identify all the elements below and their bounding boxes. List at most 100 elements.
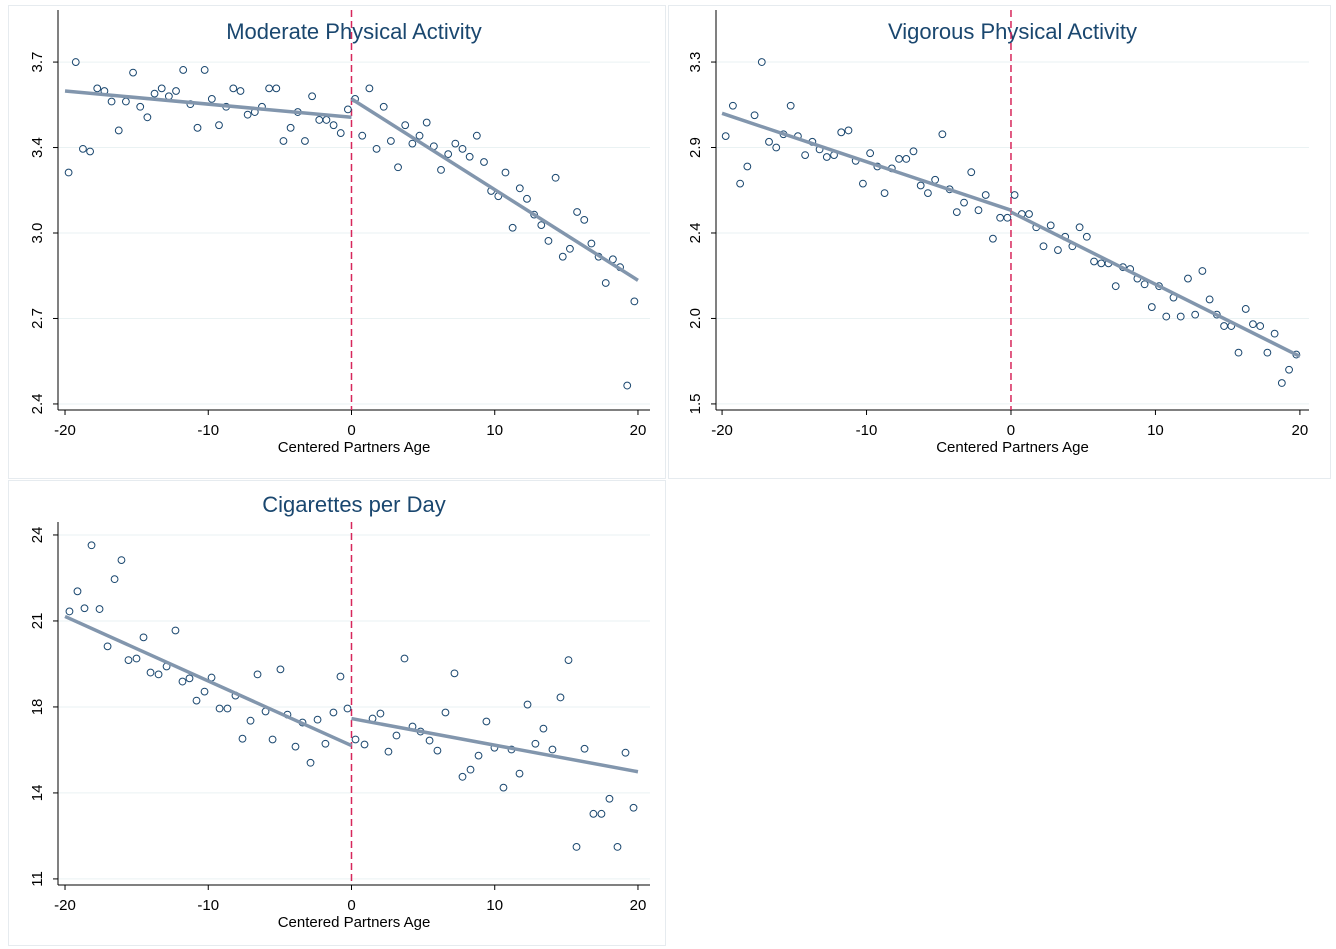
data-point <box>139 633 148 642</box>
data-point <box>172 87 180 95</box>
data-point <box>822 153 831 161</box>
data-point <box>859 179 867 188</box>
data-point <box>566 244 574 253</box>
data-point <box>1263 348 1272 357</box>
x-tick-label: 0 <box>1007 422 1015 439</box>
data-point <box>580 744 589 753</box>
data-point <box>1249 320 1257 329</box>
chart-title: Cigarettes per Day <box>262 492 445 517</box>
data-point <box>736 179 745 188</box>
y-tick-label: 14 <box>29 785 46 802</box>
x-tick-label: 10 <box>486 422 503 439</box>
y-tick-label: 24 <box>29 527 46 544</box>
data-point <box>1162 312 1171 321</box>
data-point <box>1277 379 1286 387</box>
data-point <box>86 147 94 156</box>
y-tick-label: 3.7 <box>29 52 46 73</box>
chart-title: Vigorous Physical Activity <box>888 19 1137 44</box>
x-tick-label: -10 <box>197 897 219 914</box>
data-point <box>952 208 961 216</box>
data-point <box>580 215 589 224</box>
y-tick-label: 1.5 <box>687 393 704 414</box>
y-tick-label: 2.4 <box>29 394 46 415</box>
y-tick-label: 3.4 <box>29 137 46 158</box>
data-point <box>268 735 277 744</box>
data-point <box>531 739 540 748</box>
data-point <box>480 158 488 166</box>
data-point <box>458 772 467 781</box>
data-point <box>117 556 126 564</box>
data-point <box>765 137 773 146</box>
data-point <box>1082 232 1091 241</box>
data-point <box>229 84 238 93</box>
data-point <box>1270 329 1279 338</box>
data-point <box>558 252 567 261</box>
panel-frame <box>8 5 666 479</box>
data-point <box>200 687 209 696</box>
data-point <box>1075 223 1084 232</box>
data-point <box>472 131 481 140</box>
data-point <box>515 769 524 778</box>
data-point <box>110 575 119 584</box>
data-point <box>601 279 610 287</box>
data-point <box>757 58 766 66</box>
data-point <box>265 84 274 93</box>
data-point <box>253 670 262 679</box>
data-point <box>301 137 309 145</box>
y-tick-label: 21 <box>29 613 46 630</box>
y-tick-label: 2.0 <box>687 308 704 329</box>
y-tick-label: 18 <box>29 699 46 716</box>
data-point <box>573 208 581 216</box>
data-point <box>358 131 367 140</box>
data-point <box>223 704 232 713</box>
data-point <box>515 184 524 193</box>
fit-line <box>64 89 352 120</box>
x-tick-label: 0 <box>347 897 355 914</box>
data-point <box>185 674 194 683</box>
x-tick-label: -10 <box>856 422 878 439</box>
fit-line <box>351 716 639 774</box>
data-point <box>336 129 345 137</box>
y-tick-label: 2.4 <box>687 223 704 244</box>
data-point <box>621 748 630 757</box>
x-axis-title: Centered Partners Age <box>278 914 431 931</box>
data-point <box>243 110 252 119</box>
data-point <box>1234 348 1243 357</box>
y-tick-label: 3.3 <box>687 52 704 73</box>
data-point <box>1176 312 1185 321</box>
data-point <box>837 128 846 137</box>
data-point <box>107 97 116 106</box>
data-point <box>587 239 596 248</box>
data-point <box>379 102 388 111</box>
data-point <box>150 89 159 98</box>
data-point <box>360 740 369 749</box>
data-point <box>65 607 74 616</box>
data-point <box>465 152 474 161</box>
data-point <box>192 696 201 705</box>
data-point <box>597 809 606 818</box>
data-point <box>146 668 155 677</box>
x-tick-label: -20 <box>54 897 76 914</box>
data-point <box>938 130 947 139</box>
data-point <box>967 168 976 177</box>
x-tick-label: 10 <box>486 897 503 914</box>
data-point <box>482 717 491 726</box>
data-point <box>114 126 123 135</box>
data-point <box>451 139 460 148</box>
data-point <box>556 693 565 702</box>
fit-line <box>350 97 639 282</box>
data-point <box>924 189 932 197</box>
data-point <box>743 162 752 171</box>
data-point <box>1191 310 1200 319</box>
data-point <box>844 126 853 135</box>
data-point <box>441 708 450 717</box>
data-point <box>87 541 96 550</box>
data-point <box>336 672 345 681</box>
x-tick-label: -20 <box>54 422 76 439</box>
fit-line <box>64 614 353 748</box>
data-point <box>136 102 145 111</box>
data-point <box>124 656 133 665</box>
data-point <box>895 155 903 163</box>
